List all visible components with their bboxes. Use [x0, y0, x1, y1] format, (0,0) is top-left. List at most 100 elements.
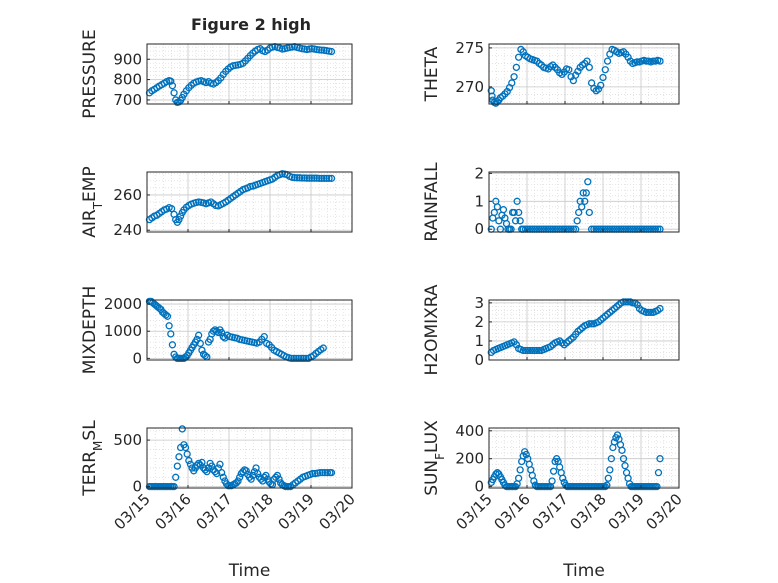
- data-point: [585, 63, 593, 72]
- data-point: [209, 327, 218, 335]
- data-point: [203, 468, 211, 476]
- data-point: [214, 464, 222, 472]
- data-point: [262, 471, 270, 480]
- y-tick-label: 1: [474, 332, 484, 350]
- data-point: [260, 333, 268, 341]
- data-point: [170, 89, 178, 97]
- data-point: [275, 475, 283, 483]
- data-point: [327, 469, 336, 477]
- data-point: [642, 57, 650, 65]
- data-point: [172, 473, 180, 481]
- data-point: [299, 354, 308, 363]
- y-axis-label: PRESSURE: [80, 29, 100, 118]
- data-point: [300, 174, 309, 182]
- data-series: [487, 298, 664, 357]
- data-point: [176, 212, 185, 220]
- data-point: [559, 474, 567, 482]
- y-axis-label: THETA: [422, 46, 442, 102]
- data-point: [499, 206, 508, 214]
- data-point: [575, 208, 583, 217]
- data-point: [175, 453, 183, 461]
- data-point: [604, 474, 612, 482]
- axes-box: [488, 171, 680, 233]
- data-point: [297, 354, 305, 363]
- data-point: [186, 460, 195, 468]
- data-point: [327, 47, 336, 56]
- data-point: [195, 459, 203, 467]
- data-point: [508, 79, 516, 87]
- data-point: [582, 189, 590, 197]
- data-point: [549, 467, 558, 475]
- data-point: [490, 208, 498, 217]
- y-tick-label: 500: [113, 431, 142, 449]
- data-point: [308, 174, 316, 182]
- data-point: [493, 203, 502, 211]
- y-tick-label: 400: [455, 422, 484, 440]
- y-tick-label: 0: [474, 478, 484, 496]
- data-point: [511, 217, 520, 225]
- data-point: [585, 208, 593, 217]
- data-point: [290, 173, 299, 182]
- data-point: [528, 346, 536, 355]
- data-point: [316, 469, 324, 477]
- y-axis-label: RAINFALL: [422, 162, 442, 242]
- data-point: [236, 473, 244, 481]
- data-point: [303, 174, 311, 182]
- data-point: [514, 208, 523, 217]
- axes-box: [488, 427, 680, 489]
- data-point: [578, 203, 586, 211]
- data-point: [315, 174, 323, 183]
- data-point: [173, 462, 181, 470]
- data-point: [516, 217, 524, 225]
- y-tick-label: 260: [113, 186, 142, 204]
- data-point: [167, 77, 175, 85]
- data-point: [622, 298, 630, 306]
- y-tick-label: 0: [474, 351, 484, 369]
- figure-title: Figure 2 high: [191, 15, 311, 34]
- data-point: [603, 57, 612, 65]
- data-point: [315, 46, 323, 54]
- y-tick-label: 3: [474, 294, 484, 312]
- plot-area: [489, 44, 679, 104]
- data-point: [633, 58, 641, 66]
- data-point: [183, 450, 191, 458]
- data-series: [145, 42, 336, 107]
- data-point: [606, 466, 614, 474]
- data-point: [624, 298, 632, 306]
- data-point: [513, 197, 521, 205]
- y-axis-label: MIXDEPTH: [80, 286, 100, 375]
- data-point: [295, 174, 304, 182]
- y-tick-label: 1000: [104, 322, 142, 340]
- data-point: [583, 57, 591, 65]
- data-point: [216, 460, 224, 468]
- data-point: [654, 469, 663, 477]
- data-point: [305, 174, 314, 182]
- data-point: [535, 346, 543, 355]
- y-tick-label: 0: [132, 478, 142, 496]
- data-point: [599, 73, 607, 82]
- data-point: [198, 346, 206, 354]
- data-point: [242, 467, 250, 475]
- data-point: [519, 346, 527, 355]
- minor-grid: [488, 172, 679, 232]
- data-point: [254, 469, 262, 478]
- data-point: [619, 298, 628, 306]
- data-point: [318, 469, 327, 477]
- axes-box: [146, 171, 353, 233]
- data-point: [619, 455, 628, 463]
- y-tick-label: 275: [455, 39, 484, 57]
- y-tick-label: 240: [113, 221, 142, 239]
- data-series: [145, 170, 336, 226]
- y-tick-label: 800: [113, 71, 142, 89]
- data-series: [145, 425, 336, 491]
- y-tick-label: 2000: [104, 295, 142, 313]
- data-point: [323, 469, 332, 477]
- data-point: [232, 479, 241, 487]
- subplot-rainfall: 0 1 2 RAINFALL: [422, 162, 680, 242]
- data-point: [208, 462, 216, 470]
- data-point: [587, 320, 596, 328]
- y-tick-label: 200: [455, 450, 484, 468]
